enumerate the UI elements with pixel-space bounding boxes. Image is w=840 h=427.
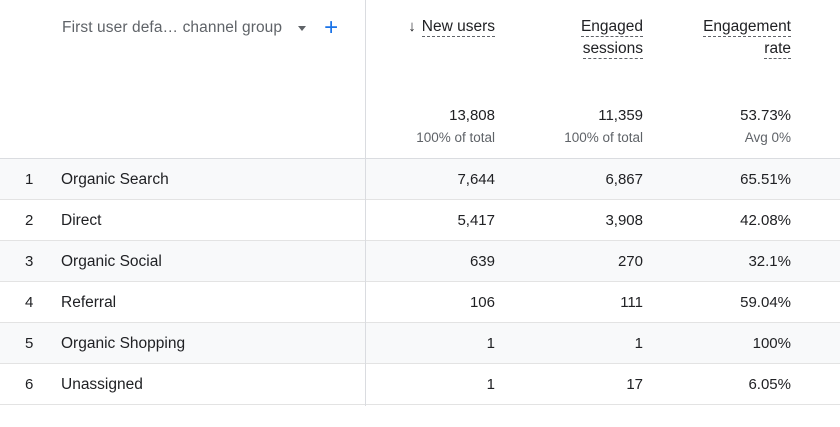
row-index: 2 [25,212,34,229]
row-dimension-value[interactable]: Referral [61,294,117,311]
cell-engaged-sessions: 111 [620,294,643,311]
row-dimension-value[interactable]: Direct [61,212,102,229]
metric-label-line1[interactable]: Engaged [580,18,643,37]
arrow-down-icon: ↓ [408,18,416,35]
total-value: 13,808 [449,107,495,124]
cell-engagement-rate: 65.51% [740,171,791,188]
cell-engagement-rate: 59.04% [740,294,791,311]
table-row[interactable]: 6 Unassigned 1 17 6.05% [0,364,840,405]
total-engagement-rate: 53.73% Avg 0% [740,107,791,145]
metric-label-line1[interactable]: Engagement [703,18,791,37]
cell-new-users: 7,644 [457,171,495,188]
total-sub: 100% of total [416,130,495,145]
row-index: 6 [25,376,34,393]
row-index: 1 [25,171,34,188]
table-row[interactable]: 2 Direct 5,417 3,908 42.08% [0,200,840,241]
row-index: 5 [25,335,34,352]
table-row[interactable]: 5 Organic Shopping 1 1 100% [0,323,840,364]
table-row[interactable]: 1 Organic Search 7,644 6,867 65.51% [0,159,840,200]
cell-engaged-sessions: 6,867 [605,171,643,188]
row-dimension-value[interactable]: Unassigned [61,376,143,393]
cell-engagement-rate: 42.08% [740,212,791,229]
metric-header-engagement-rate[interactable]: Engagement rate [703,16,791,60]
metric-header-new-users[interactable]: ↓ New users [408,16,495,38]
row-dimension-value[interactable]: Organic Search [61,171,169,188]
total-new-users: 13,808 100% of total [416,107,495,145]
cell-engaged-sessions: 3,908 [605,212,643,229]
cell-new-users: 639 [469,253,495,270]
cell-new-users: 106 [469,294,495,311]
table-header: First user defa… channel group + ↓ New us… [0,0,840,159]
dimension-selector-label[interactable]: First user defa… channel group [62,19,283,36]
metric-header-engaged-sessions[interactable]: Engaged sessions [580,16,643,60]
dimension-header[interactable]: First user defa… channel group + [62,14,339,41]
row-index: 3 [25,253,34,270]
cell-new-users: 1 [486,335,495,352]
cell-engagement-rate: 6.05% [748,376,791,393]
metric-label-line2[interactable]: sessions [582,40,643,59]
metric-label-line2[interactable]: rate [764,40,791,59]
cell-engaged-sessions: 270 [617,253,643,270]
metric-label[interactable]: New users [421,18,495,37]
caret-down-icon[interactable] [298,25,307,31]
cell-new-users: 5,417 [457,212,495,229]
total-sub: 100% of total [564,130,643,145]
cell-engaged-sessions: 17 [626,376,643,393]
table-row[interactable]: 4 Referral 106 111 59.04% [0,282,840,323]
plus-icon[interactable]: + [324,14,339,41]
cell-engagement-rate: 100% [752,335,791,352]
cell-engagement-rate: 32.1% [748,253,791,270]
total-engaged-sessions: 11,359 100% of total [564,107,643,145]
cell-new-users: 1 [486,376,495,393]
column-divider [365,0,366,406]
row-dimension-value[interactable]: Organic Social [61,253,162,270]
total-value: 11,359 [598,107,643,124]
total-sub: Avg 0% [744,130,791,145]
row-dimension-value[interactable]: Organic Shopping [61,335,186,352]
table-row[interactable]: 3 Organic Social 639 270 32.1% [0,241,840,282]
total-value: 53.73% [740,107,791,124]
cell-engaged-sessions: 1 [634,335,643,352]
row-index: 4 [25,294,34,311]
